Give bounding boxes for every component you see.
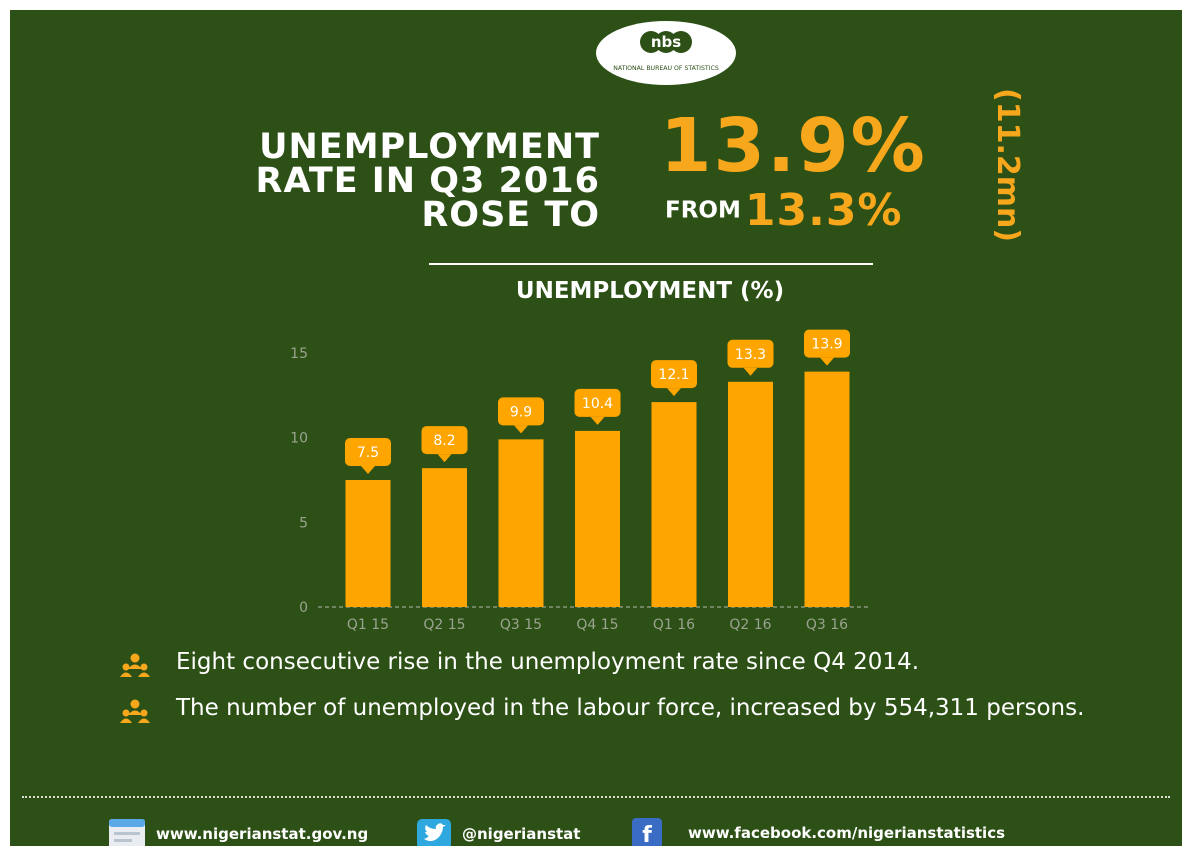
data-label-pointer: [743, 367, 758, 376]
data-label: 12.1: [658, 367, 689, 383]
svg-text:f: f: [642, 823, 652, 846]
data-label: 9.9: [510, 404, 532, 420]
y-tick-label: 5: [299, 515, 308, 531]
headline-line-3: ROSE TO: [421, 195, 600, 235]
headline-line-2: RATE IN Q3 2016: [255, 161, 600, 201]
website-link[interactable]: www.nigerianstat.gov.ng: [156, 825, 369, 843]
bar-chart: 0 5 10 15 7.5 Q1 15 8.2 Q2 15 9.9 Q3 15 10.4 Q4 15 1…: [290, 329, 868, 633]
y-tick-label: 0: [299, 600, 308, 616]
x-tick-label: Q1 16: [653, 617, 695, 633]
data-label-bubble: [574, 388, 621, 417]
x-tick-label: Q1 15: [347, 617, 389, 633]
bar: [345, 480, 391, 607]
data-label-bubble: [421, 426, 468, 455]
headline-line-1: UNEMPLOYMENT: [259, 127, 600, 167]
from-label: FROM: [665, 197, 741, 224]
data-label-pointer: [667, 388, 681, 397]
bar: [498, 439, 544, 607]
bar: [575, 430, 620, 607]
data-label-bubble: [727, 339, 774, 368]
data-label-bubble: [345, 438, 391, 466]
data-label: 13.3: [735, 347, 766, 363]
divider-line: [429, 263, 873, 265]
svg-text:nbs: nbs: [651, 33, 681, 51]
x-tick-label: Q3 15: [500, 617, 542, 633]
bullet-text: Eight consecutive rise in the unemployme…: [176, 649, 920, 675]
x-tick-label: Q3 16: [806, 617, 848, 633]
bar: [422, 468, 467, 607]
browser-icon: [109, 819, 145, 846]
bar: [651, 402, 697, 607]
twitter-handle[interactable]: @nigerianstat: [462, 825, 581, 843]
y-tick-label: 10: [290, 431, 308, 447]
data-label-pointer: [514, 425, 528, 434]
headline: UNEMPLOYMENT RATE IN Q3 2016 ROSE TO: [160, 127, 600, 235]
facebook-link[interactable]: www.facebook.com/nigerianstatistics: [688, 824, 1006, 842]
footer-divider: [22, 796, 1170, 798]
x-tick-label: Q2 15: [423, 617, 465, 633]
data-label-pointer: [820, 357, 834, 366]
bar: [728, 381, 773, 607]
data-label: 7.5: [357, 445, 379, 461]
previous-rate-line: FROM13.3%: [665, 185, 903, 236]
data-label: 13.9: [811, 337, 842, 353]
twitter-icon: [417, 819, 451, 846]
footer-twitter[interactable]: @nigerianstat: [416, 818, 580, 846]
data-label-pointer: [437, 454, 452, 463]
bar: [804, 371, 850, 607]
nbs-logo: nbs NATIONAL BUREAU OF STATISTICS: [596, 21, 736, 85]
current-rate: 13.9%: [660, 103, 927, 189]
people-icon: [120, 699, 150, 723]
y-tick-label: 15: [290, 346, 308, 362]
data-label: 8.2: [433, 433, 455, 449]
bullet-item: The number of unemployed in the labour f…: [120, 696, 1126, 723]
bullet-item: Eight consecutive rise in the unemployme…: [120, 650, 1126, 677]
data-label-pointer: [590, 416, 605, 425]
footer-facebook[interactable]: f www.facebook.com/nigerianstatistics: [632, 818, 1005, 846]
data-label-bubble: [498, 397, 544, 426]
x-tick-label: Q2 16: [729, 617, 771, 633]
data-label-bubble: [651, 360, 697, 389]
people-icon: [120, 653, 150, 677]
bullet-text: The number of unemployed in the labour f…: [176, 695, 1085, 721]
x-tick-label: Q4 15: [576, 617, 618, 633]
footer-website[interactable]: www.nigerianstat.gov.ng: [108, 818, 368, 846]
data-label-pointer: [361, 466, 375, 474]
infographic-panel: nbs NATIONAL BUREAU OF STATISTICS UNEMPL…: [10, 10, 1182, 846]
data-label-bubble: [804, 329, 850, 358]
svg-text:NATIONAL BUREAU OF STATISTICS: NATIONAL BUREAU OF STATISTICS: [613, 65, 719, 72]
previous-rate: 13.3%: [744, 185, 903, 236]
facebook-icon: f: [632, 818, 662, 846]
chart-title: UNEMPLOYMENT (%): [515, 278, 785, 304]
data-label: 10.4: [582, 396, 613, 412]
